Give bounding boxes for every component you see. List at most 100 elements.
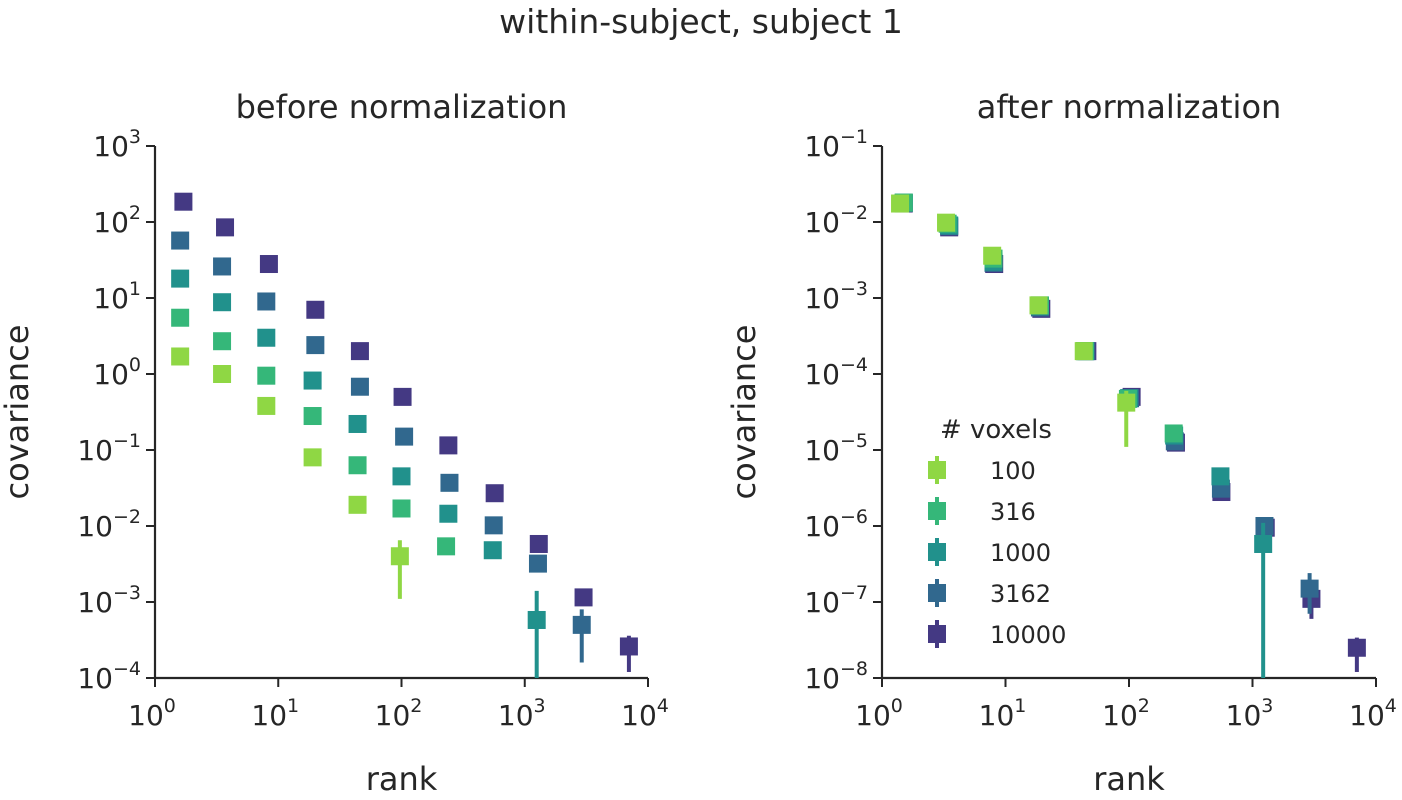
data-point bbox=[392, 499, 411, 518]
data-point bbox=[213, 332, 232, 351]
y-tick-label: 10−5 bbox=[804, 430, 868, 467]
panel-title: after normalization bbox=[977, 88, 1282, 126]
legend-marker bbox=[928, 502, 946, 520]
y-tick-exponent: −1 bbox=[113, 430, 141, 452]
legend-label-316: 316 bbox=[990, 498, 1036, 526]
series-10000 bbox=[174, 192, 638, 672]
data-point bbox=[439, 504, 458, 523]
data-point bbox=[174, 192, 193, 211]
y-axis-label: covariance bbox=[0, 325, 36, 500]
data-point bbox=[619, 637, 638, 656]
y-tick-exponent: −1 bbox=[840, 126, 868, 148]
data-point bbox=[1117, 393, 1136, 412]
data-point bbox=[572, 615, 591, 634]
x-tick-label: 103 bbox=[498, 695, 546, 732]
data-point bbox=[348, 456, 367, 475]
data-point bbox=[303, 407, 322, 426]
data-point bbox=[528, 554, 547, 573]
data-point bbox=[259, 255, 278, 274]
x-axis-label: rank bbox=[366, 760, 438, 798]
x-tick-label: 104 bbox=[1349, 695, 1397, 732]
data-point bbox=[395, 427, 414, 446]
y-tick-label: 10−6 bbox=[804, 506, 868, 543]
legend-label-10000: 10000 bbox=[990, 621, 1066, 649]
x-axis-label: rank bbox=[1093, 760, 1165, 798]
x-tick-exponent: 4 bbox=[1385, 695, 1397, 717]
x-tick-label: 102 bbox=[1102, 695, 1150, 732]
data-point bbox=[483, 541, 502, 560]
data-point bbox=[257, 328, 276, 347]
data-point bbox=[213, 365, 232, 383]
y-tick-label: 103 bbox=[93, 126, 141, 163]
data-point bbox=[891, 194, 910, 213]
series-316 bbox=[171, 308, 456, 556]
y-tick-label: 100 bbox=[93, 354, 141, 391]
data-point bbox=[527, 610, 546, 629]
data-point bbox=[171, 269, 190, 288]
data-point bbox=[1029, 296, 1048, 315]
data-point bbox=[484, 516, 503, 535]
y-tick-label: 10−8 bbox=[804, 658, 868, 695]
series-100 bbox=[891, 194, 1136, 447]
x-tick-label: 100 bbox=[128, 695, 176, 732]
legend-label-3162: 3162 bbox=[990, 580, 1051, 608]
data-point bbox=[937, 213, 956, 232]
data-point bbox=[390, 547, 409, 566]
data-point bbox=[392, 467, 411, 486]
y-tick-label: 10−4 bbox=[804, 354, 868, 391]
x-tick-exponent: 2 bbox=[1138, 695, 1150, 717]
data-point bbox=[1347, 638, 1366, 657]
data-point bbox=[529, 534, 548, 553]
y-tick-exponent: −3 bbox=[840, 278, 868, 300]
y-tick-label: 10−1 bbox=[804, 126, 868, 163]
y-tick-exponent: 1 bbox=[129, 278, 141, 300]
x-tick-exponent: 3 bbox=[1261, 695, 1273, 717]
legend: # voxels 100 316 1000 3162 10000 bbox=[928, 415, 1066, 649]
data-point bbox=[303, 371, 322, 390]
data-point bbox=[257, 366, 276, 385]
y-tick-label: 10−2 bbox=[77, 506, 141, 543]
y-tick-label: 10−1 bbox=[77, 430, 141, 467]
data-point bbox=[983, 246, 1002, 265]
data-point bbox=[216, 218, 235, 237]
data-point bbox=[303, 448, 322, 467]
data-point bbox=[574, 588, 593, 607]
data-point bbox=[350, 342, 369, 361]
data-point bbox=[437, 537, 456, 556]
legend-label-1000: 1000 bbox=[990, 539, 1051, 567]
legend-marker bbox=[928, 584, 946, 602]
legend-title: # voxels bbox=[940, 415, 1052, 445]
data-point bbox=[440, 473, 459, 492]
data-point bbox=[439, 436, 458, 455]
data-point bbox=[1164, 424, 1183, 443]
data-point bbox=[1211, 467, 1230, 486]
y-tick-exponent: 2 bbox=[129, 202, 141, 224]
y-tick-exponent: 0 bbox=[129, 354, 141, 376]
y-tick-exponent: −7 bbox=[840, 582, 868, 604]
data-point bbox=[306, 336, 325, 355]
x-tick-exponent: 0 bbox=[164, 695, 176, 717]
data-point bbox=[213, 293, 232, 312]
data-point bbox=[1300, 579, 1319, 598]
x-tick-exponent: 3 bbox=[534, 695, 546, 717]
x-tick-exponent: 1 bbox=[287, 695, 299, 717]
data-point bbox=[393, 387, 412, 406]
x-tick-label: 100 bbox=[855, 695, 903, 732]
x-tick-exponent: 1 bbox=[1014, 695, 1026, 717]
y-tick-label: 101 bbox=[93, 278, 141, 315]
legend-marker bbox=[928, 625, 946, 643]
x-tick-label: 103 bbox=[1226, 695, 1274, 732]
data-point bbox=[348, 495, 367, 514]
y-tick-exponent: −4 bbox=[113, 658, 141, 680]
series-1000 bbox=[171, 269, 546, 678]
y-tick-label: 102 bbox=[93, 202, 141, 239]
y-tick-exponent: −8 bbox=[840, 658, 868, 680]
y-tick-exponent: −3 bbox=[113, 582, 141, 604]
x-tick-label: 101 bbox=[251, 695, 299, 732]
x-tick-label: 102 bbox=[375, 695, 423, 732]
data-point bbox=[350, 377, 369, 396]
data-point bbox=[171, 308, 190, 327]
data-point bbox=[485, 484, 504, 503]
legend-label-100: 100 bbox=[990, 457, 1036, 485]
